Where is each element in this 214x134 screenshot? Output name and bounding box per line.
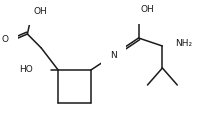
Text: NH₂: NH₂ bbox=[175, 40, 192, 49]
Text: OH: OH bbox=[33, 7, 47, 16]
Text: OH: OH bbox=[141, 5, 154, 14]
Text: N: N bbox=[110, 51, 117, 59]
Text: HO: HO bbox=[20, 66, 33, 75]
Text: O: O bbox=[1, 36, 9, 44]
